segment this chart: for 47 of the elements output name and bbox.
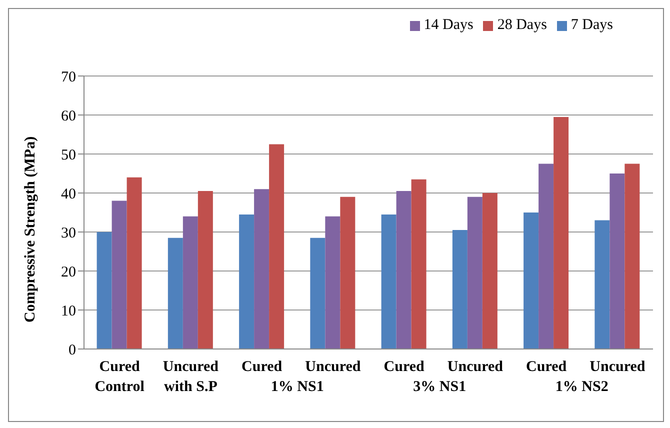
text: 1% NS1 [270,379,324,395]
legend-label: 14 Days [424,17,474,33]
bar [126,177,142,349]
bar [310,238,326,349]
bar [452,230,468,349]
y-axis-title: Compressive Strength (MPa) [22,136,38,322]
x-tick-label: Uncured [447,359,504,375]
bar [239,214,254,349]
x-tick-label: Cured [242,359,283,375]
bar [624,164,640,349]
bar [482,193,498,349]
bar [538,164,554,349]
y-tick-label: 10 [61,303,76,320]
bar [554,116,569,349]
x-tick-label: Cured [526,359,568,375]
y-tick-label: 20 [61,264,76,280]
bar [182,216,198,349]
text: 1% NS2 [555,379,608,395]
bar [411,179,426,349]
x-tick-label: Uncured [305,359,362,375]
bar [254,189,270,349]
y-tick-label: 70 [61,69,76,86]
legend-label: 28 Days [497,17,547,33]
y-tick-label: 60 [61,108,76,124]
bar [610,174,625,349]
y-tick-label: 0 [68,342,76,358]
legend-label: 7 Days [570,17,613,33]
bar [112,200,127,349]
bar [340,196,356,349]
y-tick-label: 30 [61,225,76,242]
x-tick-label: Uncured [590,359,646,375]
y-tick-label: 40 [61,186,76,202]
bar [396,191,412,349]
bar [168,238,183,349]
x-tick-label: Uncured with S.P [162,359,220,395]
bar [96,232,112,349]
bar [198,191,213,349]
bar [594,220,610,349]
x-tick-label: Cured Control [94,359,144,395]
bar [381,214,396,349]
y-tick-label: 50 [61,147,76,164]
bar [325,216,340,349]
x-tick-label: Cured [384,359,425,375]
bar [524,212,539,349]
bar [269,144,284,349]
bar [467,196,482,349]
text: 3% NS1 [413,379,466,395]
